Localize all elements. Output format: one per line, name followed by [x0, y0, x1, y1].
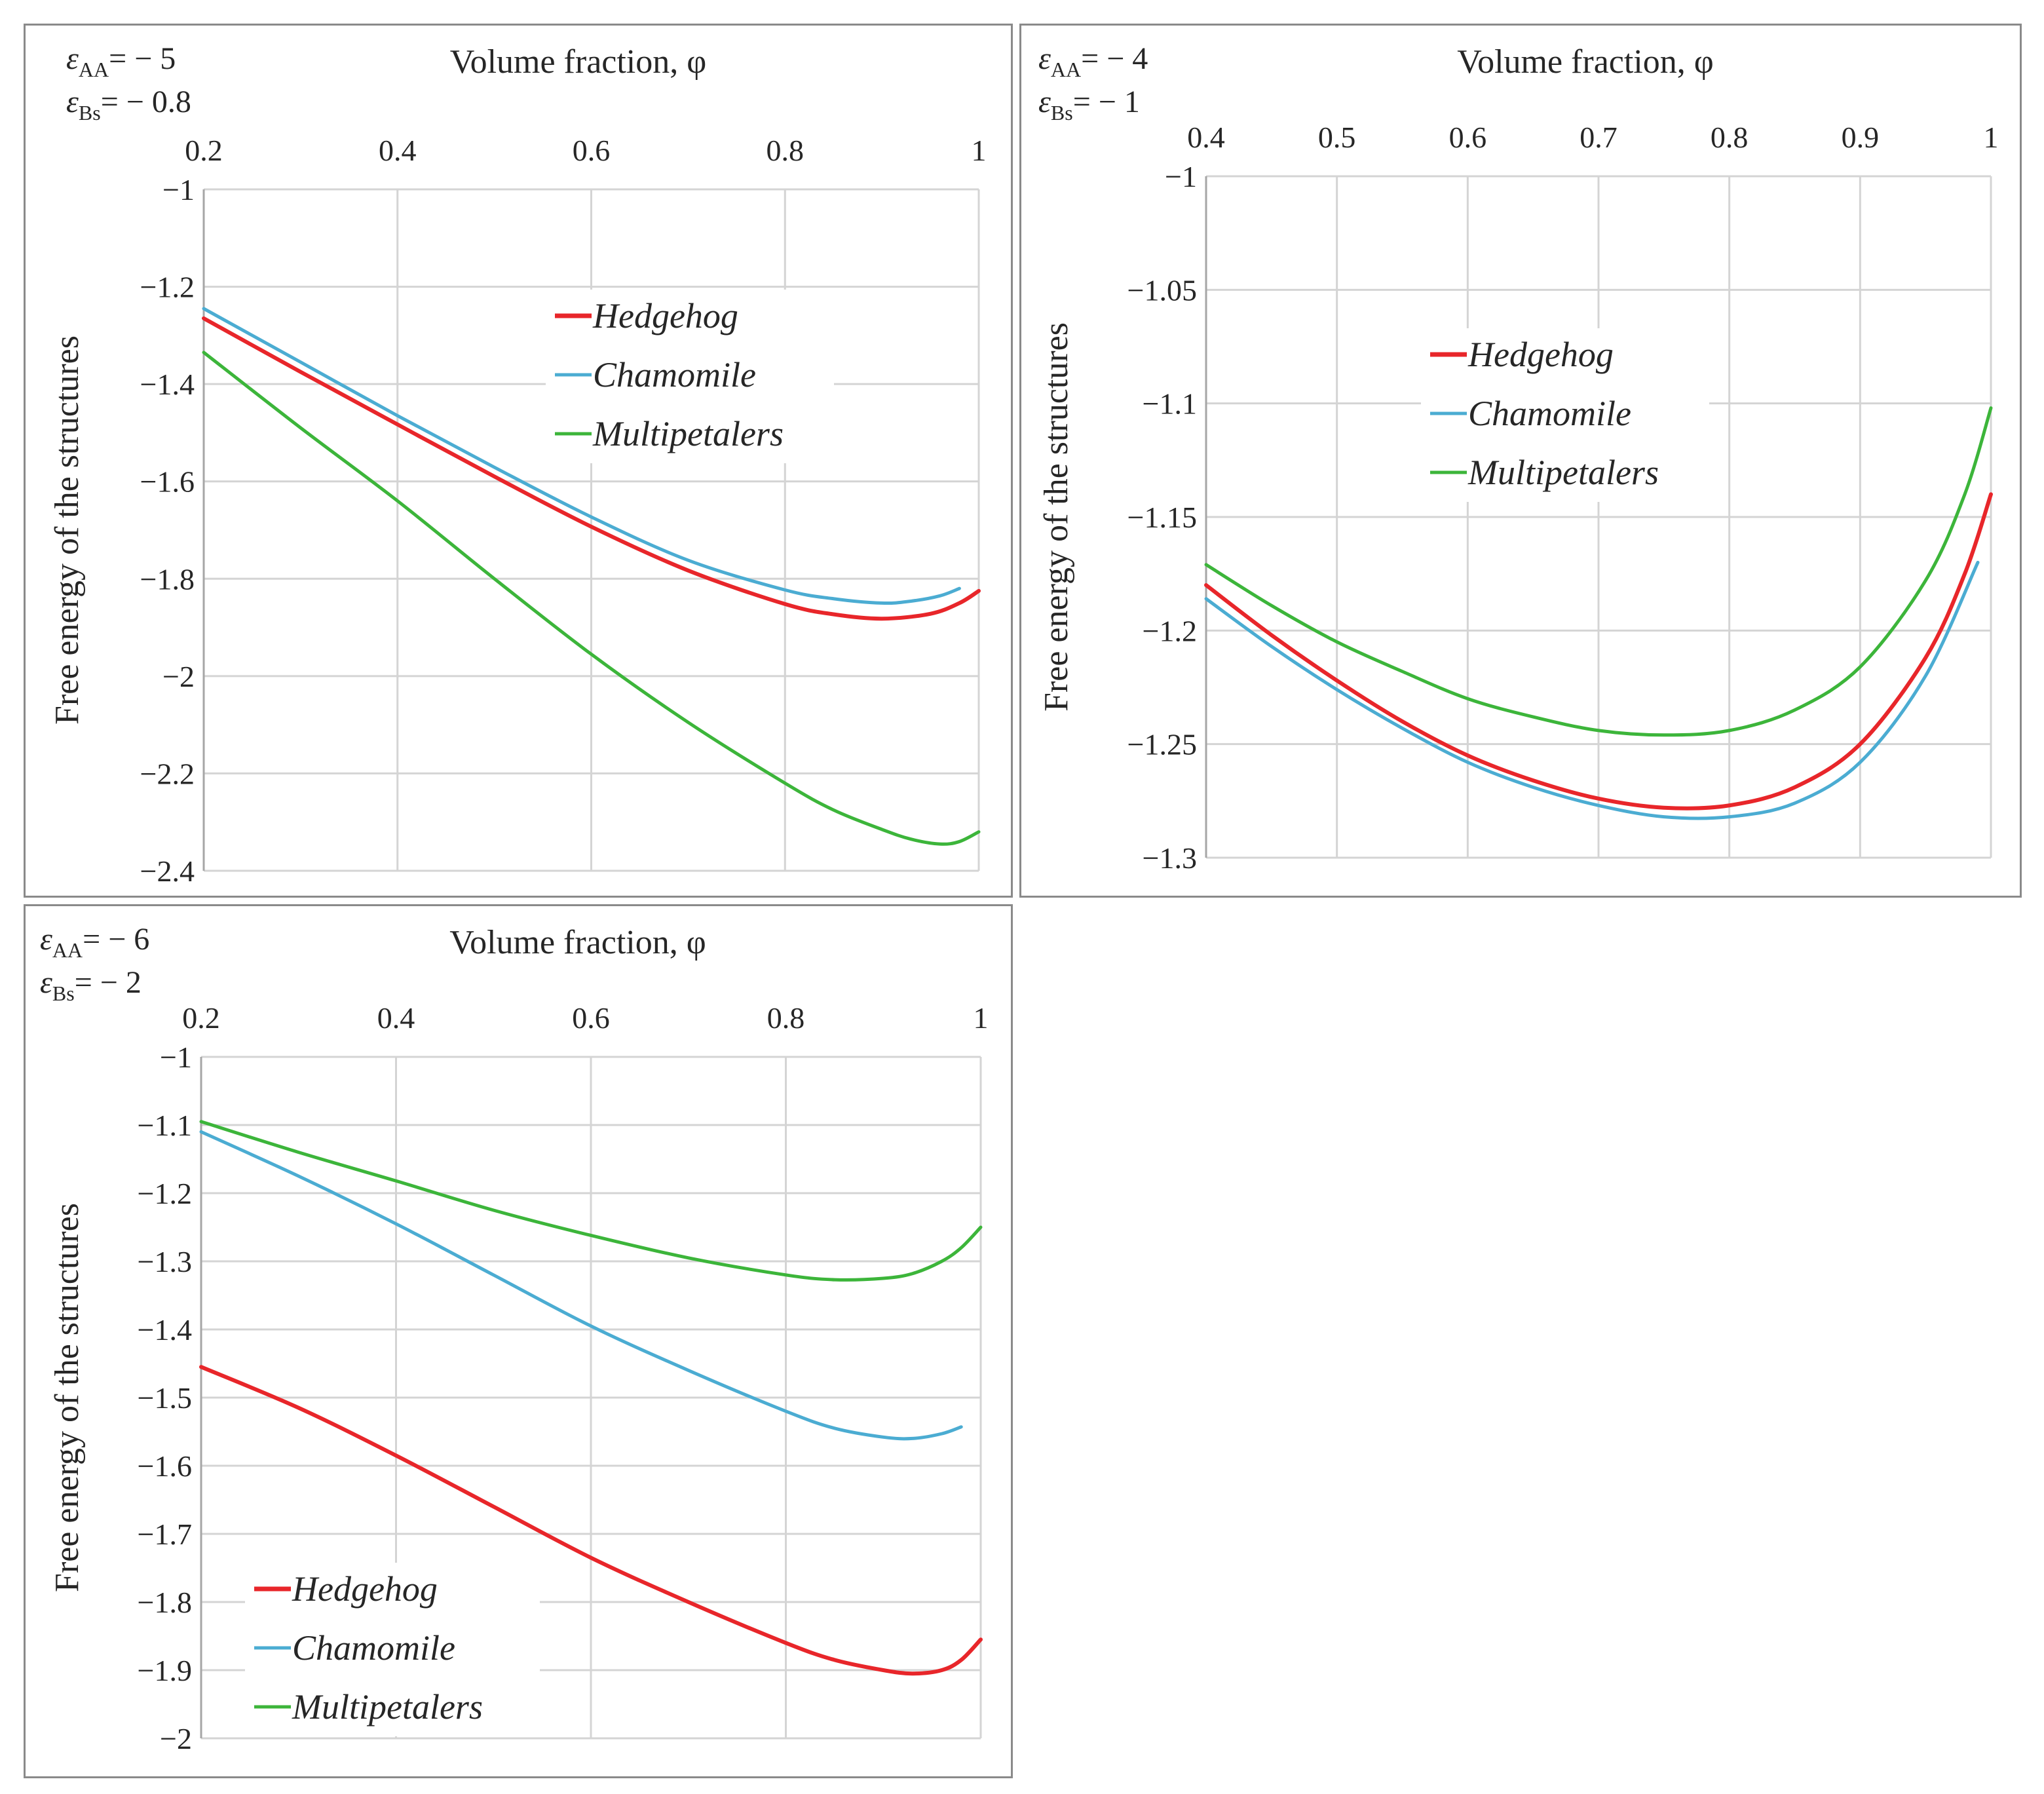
x-axis-title: Volume fraction, φ	[449, 924, 706, 961]
series-line-multipetalers	[199, 1120, 983, 1282]
x-tick-label: 0.2	[185, 134, 223, 167]
legend-box	[1421, 328, 1709, 502]
legend-label-chamomile: Chamomile	[292, 1628, 455, 1668]
y-tick-label: −1	[162, 173, 195, 206]
legend-label-hedgehog: Hedgehog	[1467, 335, 1614, 374]
chart-c-svg: −1 −1.1 −1.2 −1.3 −1.4 −1.5 −1.6 −1.7 −1.8 −1.9 −2…	[40, 922, 989, 1755]
x-axis-title: Volume fraction, φ	[450, 43, 707, 81]
y-tick-label: −1.4	[140, 368, 195, 401]
x-tick-label: 0.4	[1187, 121, 1225, 154]
x-tick-label: 0.5	[1318, 121, 1356, 154]
parameter-label: εAA= − 6	[40, 922, 149, 962]
legend-label-hedgehog: Hedgehog	[292, 1569, 438, 1609]
legend-label-chamomile: Chamomile	[593, 355, 756, 394]
y-tick-label: −1.7	[138, 1517, 192, 1551]
x-axis-title: Volume fraction, φ	[1457, 43, 1714, 81]
y-tick-label: −2.2	[140, 757, 195, 790]
parameter-label: εAA= − 4	[1038, 41, 1148, 81]
y-tick-label: −1.2	[140, 271, 195, 304]
y-tick-label: −2	[162, 660, 195, 693]
y-tick-label: −1.2	[1143, 614, 1197, 647]
chart-panel-b: −1 −1.05 −1.1 −1.15 −1.2 −1.25 −1.3 0.4 0.5 0.6 0.…	[1019, 24, 2022, 898]
y-tick-label: −1.05	[1127, 273, 1197, 307]
x-tick-label: 1	[1984, 121, 1999, 154]
legend-label-multipetalers: Multipetalers	[292, 1687, 483, 1727]
y-tick-label: −1.5	[138, 1381, 192, 1415]
legend-box	[546, 290, 834, 463]
y-axis-title: Free energy of the structures	[1038, 322, 1075, 712]
series-line-hedgehog	[199, 1365, 983, 1676]
x-tick-label: 0.6	[1449, 121, 1487, 154]
legend-label-chamomile: Chamomile	[1468, 394, 1631, 433]
series-line-hedgehog	[1204, 492, 1993, 811]
y-tick-label: −1.15	[1127, 501, 1197, 534]
chart-a-svg: −1 −1.2 −1.4 −1.6 −1.8 −2 −2.2 −2.4 0.2 0.4 0.6 0.8…	[48, 41, 987, 888]
legend-label-hedgehog: Hedgehog	[592, 296, 738, 335]
series-line-multipetalers	[202, 351, 981, 846]
y-tick-label: −1.1	[138, 1109, 192, 1142]
y-tick-label: −1.6	[138, 1449, 192, 1483]
parameter-label: εBs= − 0.8	[66, 85, 191, 124]
legend-box	[245, 1563, 540, 1736]
x-tick-label: 1	[974, 1001, 989, 1035]
y-tick-label: −1.4	[138, 1313, 192, 1346]
series-line-hedgehog	[202, 316, 981, 621]
y-tick-label: −1.8	[138, 1586, 192, 1619]
series-line-chamomile	[1204, 560, 1980, 820]
y-tick-label: −1.8	[140, 562, 195, 596]
x-tick-label: 0.6	[573, 134, 611, 167]
y-tick-label: −1.25	[1127, 728, 1197, 761]
legend-label-multipetalers: Multipetalers	[592, 414, 784, 453]
parameter-label: εBs= − 1	[1038, 85, 1140, 124]
y-tick-label: −1	[160, 1040, 192, 1074]
y-axis-title: Free energy of the structures	[48, 335, 86, 725]
series-line-multipetalers	[1204, 406, 1993, 737]
legend-label-multipetalers: Multipetalers	[1467, 453, 1659, 492]
x-tick-label: 0.2	[182, 1001, 220, 1035]
y-tick-label: −1.3	[138, 1245, 192, 1278]
y-tick-label: −1.2	[138, 1177, 192, 1210]
x-tick-label: 0.7	[1580, 121, 1618, 154]
x-tick-label: 0.9	[1842, 121, 1880, 154]
x-tick-label: 0.6	[572, 1001, 610, 1035]
y-tick-label: −2	[160, 1722, 192, 1755]
x-tick-label: 1	[972, 134, 987, 167]
y-tick-label: −1.1	[1143, 387, 1197, 421]
y-tick-label: −2.4	[140, 854, 195, 888]
x-tick-label: 0.8	[767, 1001, 805, 1035]
y-tick-label: −1.6	[140, 465, 195, 499]
y-axis-title: Free energy of the structures	[48, 1203, 86, 1592]
parameter-label: εBs= − 2	[40, 965, 142, 1005]
x-tick-label: 0.4	[379, 134, 417, 167]
chart-panel-a: −1 −1.2 −1.4 −1.6 −1.8 −2 −2.2 −2.4 0.2 0.4 0.6 0.8…	[24, 24, 1013, 898]
x-tick-label: 0.4	[377, 1001, 415, 1035]
chart-b-svg: −1 −1.05 −1.1 −1.15 −1.2 −1.25 −1.3 0.4 0.5 0.6 0.…	[1038, 41, 1999, 875]
y-tick-label: −1	[1165, 160, 1197, 193]
series-line-chamomile	[202, 307, 961, 605]
parameter-label: εAA= − 5	[66, 41, 176, 81]
y-tick-label: −1.9	[138, 1654, 192, 1687]
x-tick-label: 0.8	[766, 134, 804, 167]
x-tick-label: 0.8	[1711, 121, 1749, 154]
chart-panel-c: −1 −1.1 −1.2 −1.3 −1.4 −1.5 −1.6 −1.7 −1.8 −1.9 −2…	[24, 904, 1013, 1778]
series-line-chamomile	[199, 1130, 963, 1441]
y-tick-label: −1.3	[1143, 841, 1197, 875]
